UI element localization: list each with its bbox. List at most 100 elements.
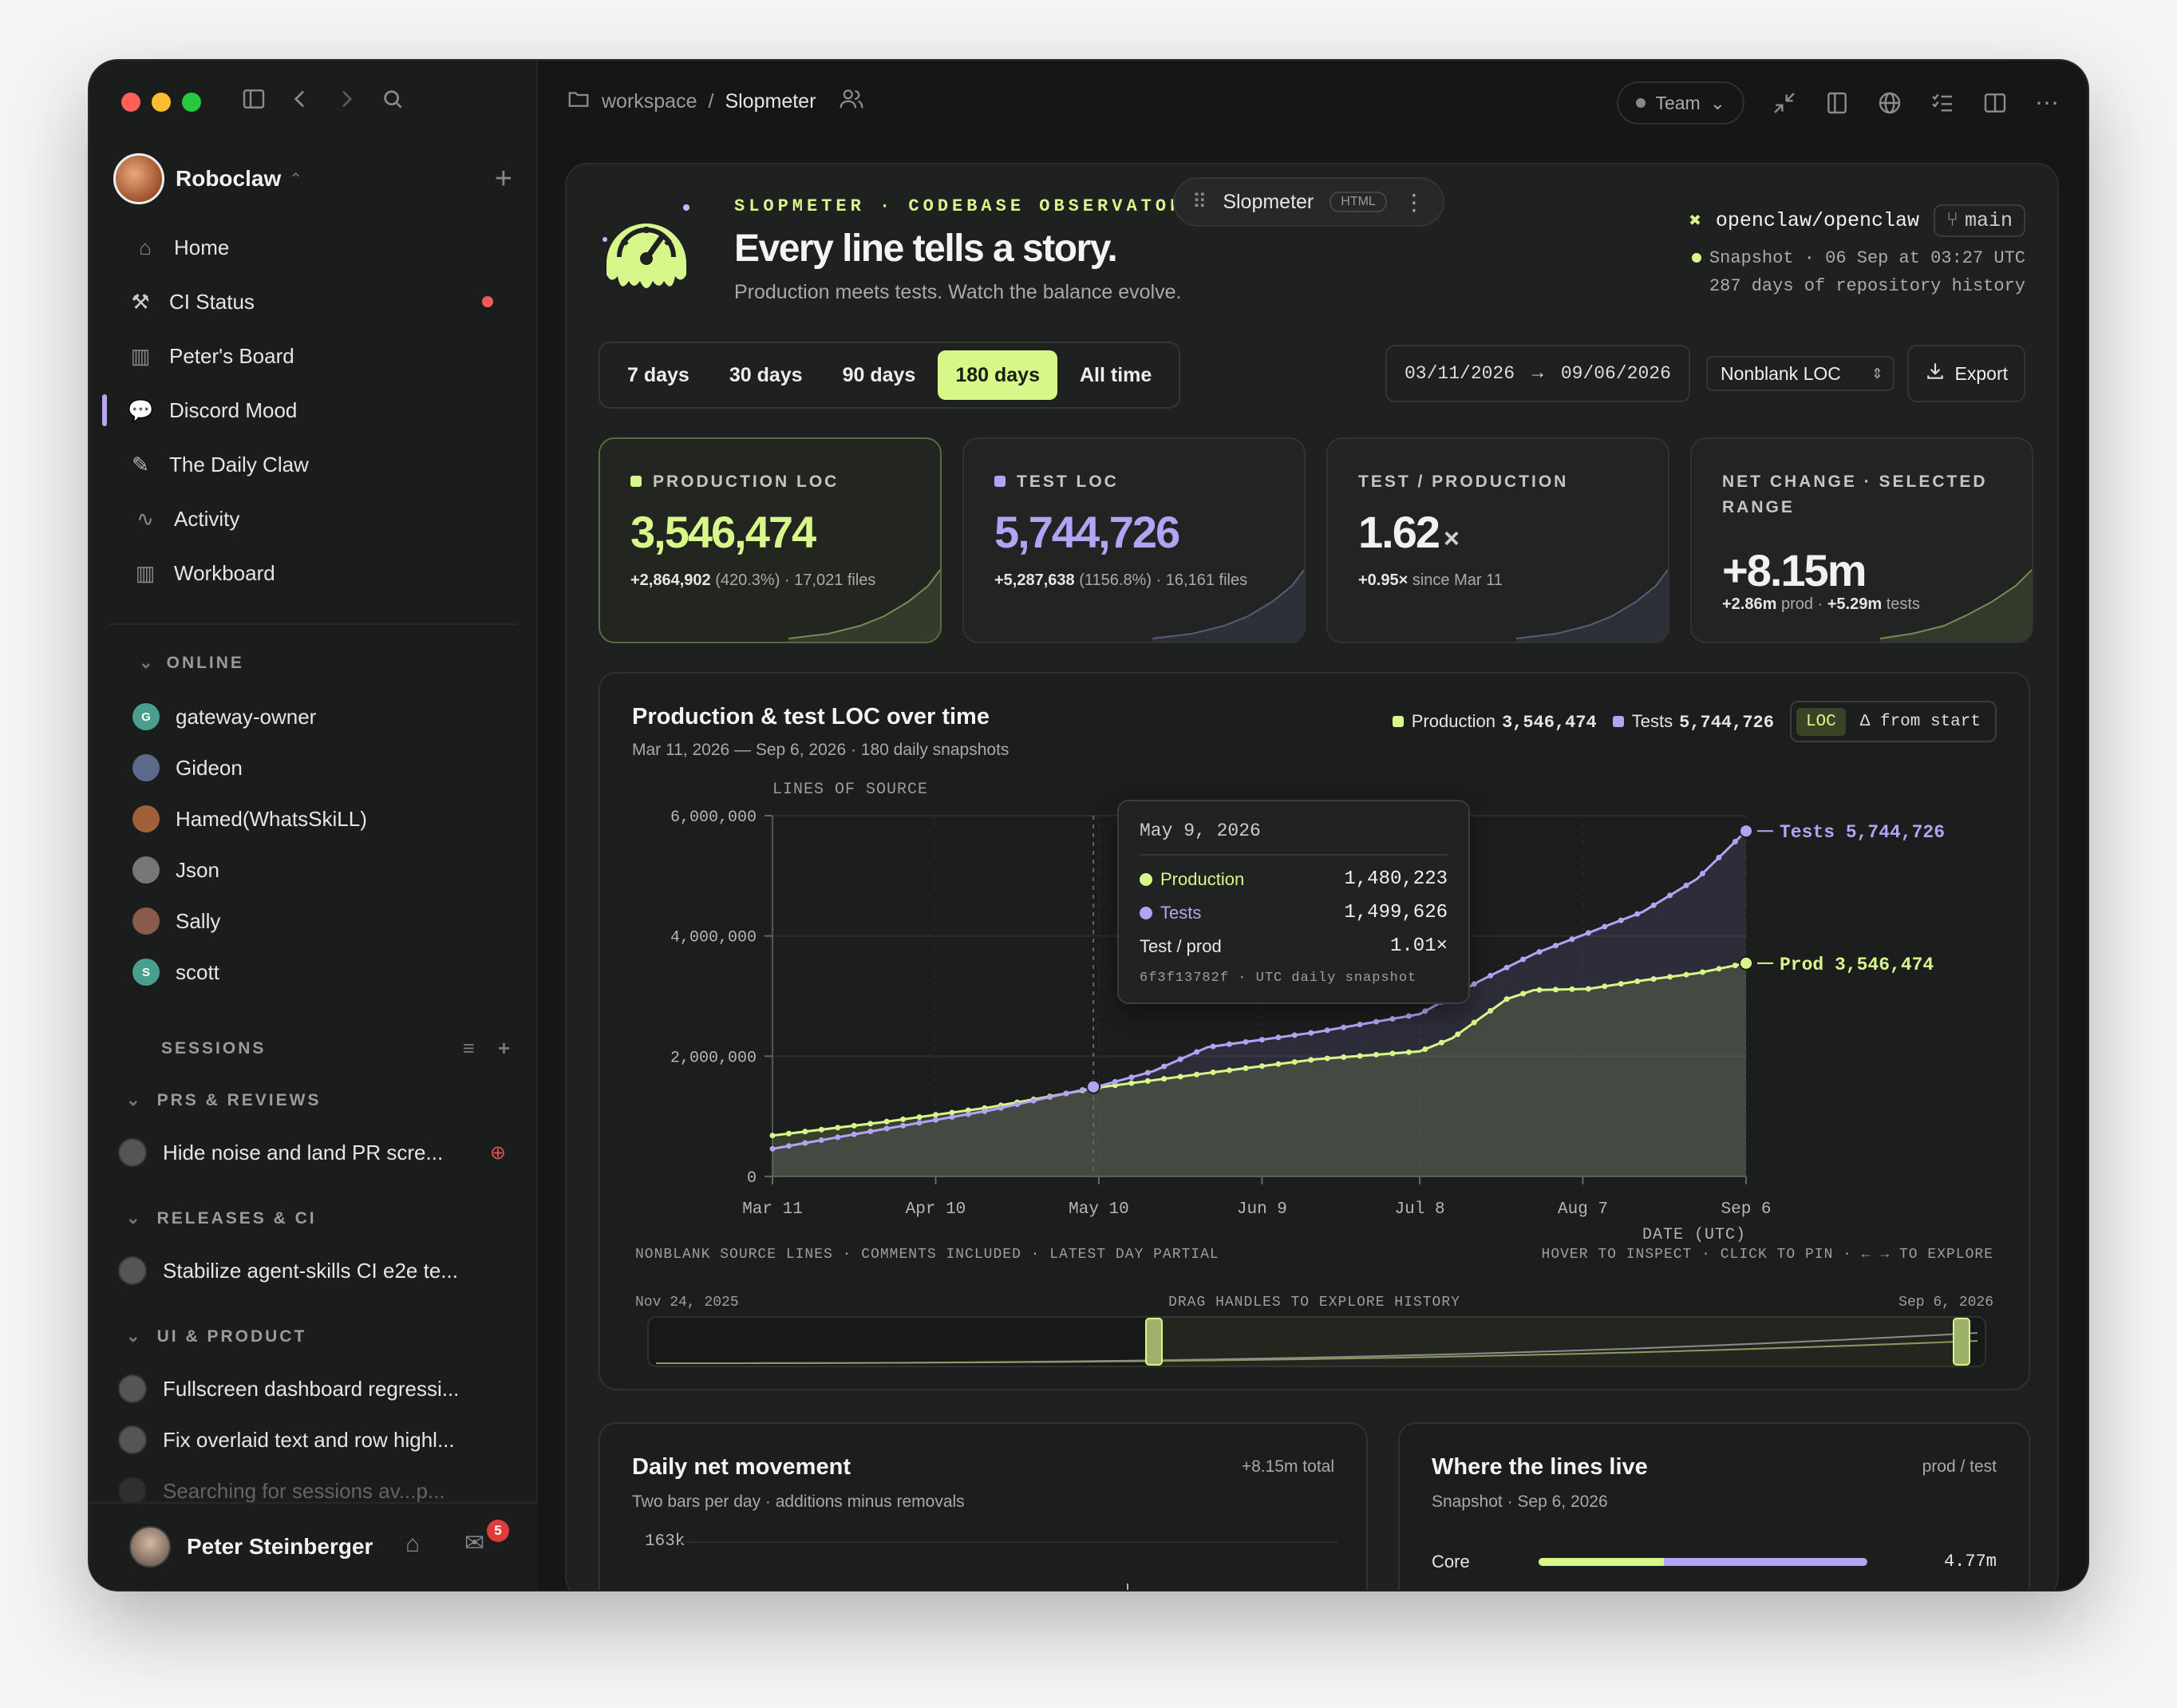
data-point[interactable]: [1618, 917, 1624, 923]
collapse-icon[interactable]: [1772, 90, 1797, 116]
sidebar-item-workboard[interactable]: ▥ Workboard: [109, 546, 519, 600]
data-point[interactable]: [1683, 971, 1689, 978]
data-point[interactable]: [1650, 902, 1657, 908]
sidebar-toggle-icon[interactable]: [241, 86, 267, 112]
series-end-point[interactable]: [1739, 955, 1753, 971]
search-icon[interactable]: [380, 86, 405, 112]
data-point[interactable]: [1373, 1018, 1380, 1025]
data-point[interactable]: [1194, 1071, 1200, 1077]
data-point[interactable]: [1210, 1069, 1216, 1076]
data-point[interactable]: [982, 1108, 988, 1114]
data-point[interactable]: [769, 1133, 776, 1139]
inbox-icon[interactable]: ✉: [464, 1530, 485, 1556]
data-point[interactable]: [1716, 854, 1722, 860]
data-point[interactable]: [851, 1122, 857, 1129]
home-icon[interactable]: ⌂: [405, 1531, 421, 1557]
panel-left-icon[interactable]: [1824, 90, 1850, 116]
loc-chart[interactable]: LINES OF SOURCE 0 2,000,000 4,000,000 6,000,…: [600, 674, 2032, 1392]
data-point[interactable]: [949, 1109, 955, 1116]
sidebar-item-ci-status[interactable]: ⚒ CI Status: [109, 275, 519, 329]
group-header[interactable]: ⌄ PRS & REVIEWS: [126, 1090, 321, 1110]
data-point[interactable]: [883, 1125, 890, 1132]
online-user[interactable]: Gideon: [132, 742, 516, 793]
brush-handle[interactable]: [1145, 1318, 1163, 1366]
data-point[interactable]: [1194, 1049, 1200, 1055]
data-point[interactable]: [1291, 1059, 1298, 1066]
session-item[interactable]: Stabilize agent-skills CI e2e te...: [118, 1247, 517, 1295]
data-point[interactable]: [1389, 1016, 1396, 1022]
data-point[interactable]: [1602, 983, 1608, 990]
legend-tests[interactable]: Tests 5,744,726: [1612, 711, 1774, 733]
forward-arrow-icon[interactable]: [334, 86, 359, 112]
data-point[interactable]: [1650, 976, 1657, 982]
date-range-picker[interactable]: 03/11/2026 → 09/06/2026: [1385, 345, 1690, 402]
group-header[interactable]: ⌄ RELEASES & CI: [126, 1208, 317, 1228]
online-user[interactable]: Sally: [132, 896, 516, 947]
data-point[interactable]: [1258, 1037, 1265, 1043]
data-point[interactable]: [916, 1120, 923, 1126]
brush-handle[interactable]: [1953, 1318, 1970, 1366]
data-point[interactable]: [1552, 986, 1559, 993]
data-point[interactable]: [965, 1111, 971, 1117]
data-point[interactable]: [1716, 966, 1722, 972]
range-button[interactable]: 90 days: [842, 363, 916, 386]
branch-badge[interactable]: ⑂ main: [1933, 204, 2025, 237]
data-point[interactable]: [1618, 981, 1624, 987]
data-point[interactable]: [1405, 1013, 1412, 1019]
mode-delta-button[interactable]: Δ from start: [1859, 712, 1981, 731]
data-point[interactable]: [1112, 1078, 1118, 1085]
add-session-icon[interactable]: +: [497, 1036, 512, 1060]
data-point[interactable]: [1275, 1061, 1282, 1067]
data-point[interactable]: [1258, 1063, 1265, 1069]
drag-handle-icon[interactable]: ⠿: [1192, 191, 1207, 213]
zoom-window-button[interactable]: [182, 93, 201, 112]
data-point[interactable]: [1227, 1041, 1233, 1047]
data-point[interactable]: [932, 1117, 938, 1123]
daily-bar[interactable]: [1127, 1583, 1128, 1590]
data-point[interactable]: [867, 1121, 874, 1127]
data-point[interactable]: [1014, 1101, 1021, 1108]
legend-production[interactable]: Production 3,546,474: [1392, 711, 1597, 733]
group-header[interactable]: ⌄ UI & PRODUCT: [126, 1326, 306, 1346]
data-point[interactable]: [1732, 963, 1738, 969]
data-point[interactable]: [867, 1129, 874, 1135]
data-point[interactable]: [785, 1143, 792, 1149]
data-point[interactable]: [1243, 1065, 1249, 1071]
data-point[interactable]: [1520, 956, 1527, 963]
data-point[interactable]: [1357, 1053, 1363, 1059]
data-point[interactable]: [1308, 1057, 1314, 1063]
range-button[interactable]: 180 days: [938, 350, 1057, 400]
back-arrow-icon[interactable]: [287, 86, 313, 112]
data-point[interactable]: [851, 1131, 857, 1137]
data-point[interactable]: [1128, 1074, 1135, 1081]
sidebar-item-daily-claw[interactable]: ✎ The Daily Claw: [109, 437, 519, 492]
data-point[interactable]: [1503, 964, 1510, 971]
data-point[interactable]: [818, 1126, 824, 1133]
data-point[interactable]: [1405, 1049, 1412, 1055]
online-user[interactable]: Hamed(WhatsSkiLL): [132, 793, 516, 844]
data-point[interactable]: [1128, 1080, 1135, 1086]
data-point[interactable]: [1047, 1094, 1053, 1101]
data-point[interactable]: [1438, 1039, 1444, 1046]
data-point[interactable]: [1030, 1097, 1037, 1104]
data-point[interactable]: [1227, 1067, 1233, 1073]
data-point[interactable]: [1144, 1077, 1151, 1084]
filter-icon[interactable]: ≡: [462, 1036, 477, 1060]
range-button[interactable]: 30 days: [729, 363, 803, 386]
data-point[interactable]: [1341, 1054, 1347, 1061]
sidebar-item-activity[interactable]: ∿ Activity: [109, 492, 519, 546]
breadcrumb-root[interactable]: workspace: [602, 89, 697, 113]
data-point[interactable]: [1210, 1043, 1216, 1050]
data-point[interactable]: [1275, 1034, 1282, 1041]
data-point[interactable]: [900, 1116, 907, 1122]
online-section-header[interactable]: ⌄ ONLINE: [139, 653, 244, 673]
sidebar-item-peters-board[interactable]: ▥ Peter's Board: [109, 329, 519, 383]
daily-bars-chart[interactable]: [600, 1424, 1369, 1590]
data-point[interactable]: [1634, 911, 1641, 917]
data-point[interactable]: [1667, 974, 1673, 980]
data-point[interactable]: [998, 1105, 1004, 1111]
session-item[interactable]: Searching for sessions av...p...: [118, 1467, 517, 1515]
data-point[interactable]: [1243, 1038, 1249, 1045]
data-point[interactable]: [1536, 949, 1543, 955]
